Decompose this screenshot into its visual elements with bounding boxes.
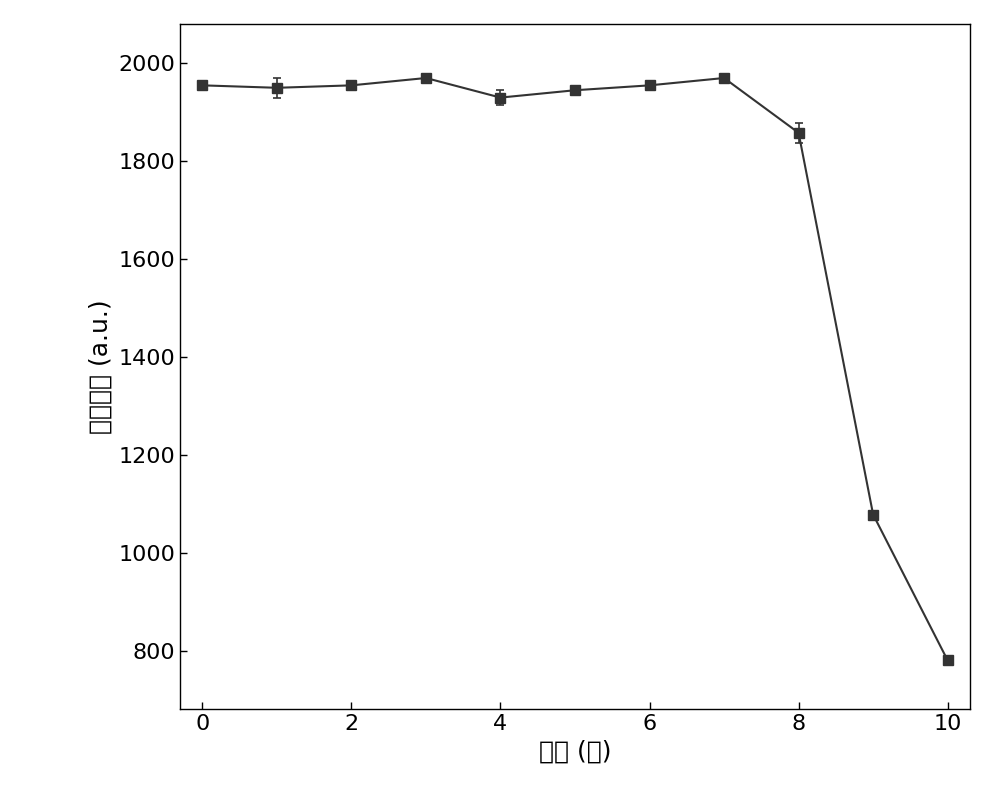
X-axis label: 时间 (天): 时间 (天) [539, 740, 611, 764]
Y-axis label: 荧光强度 (a.u.): 荧光强度 (a.u.) [89, 299, 113, 434]
